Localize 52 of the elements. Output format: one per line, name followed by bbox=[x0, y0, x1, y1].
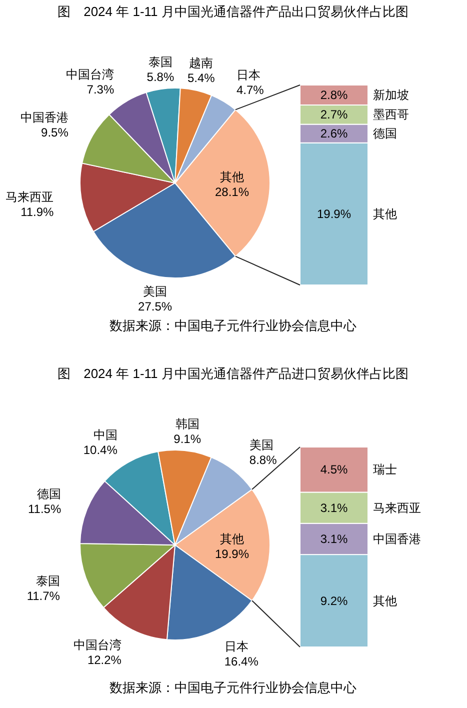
slice-label: 韩国 bbox=[175, 416, 200, 431]
data-label: 2.8% bbox=[320, 88, 348, 102]
slice-label: 泰国 bbox=[148, 54, 172, 69]
data-label: 5.4% bbox=[187, 71, 216, 86]
slice-label: 日本 bbox=[224, 640, 248, 654]
chart-title: 图 2024 年 1-11 月中国光通信器件产品进口贸易伙伴占比图 bbox=[58, 366, 408, 381]
data-label: 8.8% bbox=[249, 452, 278, 467]
series-label: 中国香港 bbox=[373, 532, 421, 546]
slice-label: 日本 bbox=[236, 68, 260, 82]
data-label: 7.3% bbox=[86, 82, 114, 97]
slice-label: 中国台湾 bbox=[66, 68, 114, 82]
series-label: 新加坡 bbox=[373, 88, 409, 102]
source-note: 数据来源：中国电子元件行业协会信息中心 bbox=[110, 318, 356, 333]
slice-label: 泰国 bbox=[36, 574, 60, 588]
data-label: 16.4% bbox=[224, 654, 259, 669]
slice-label: 中国台湾 bbox=[73, 638, 122, 652]
data-label: 12.2% bbox=[87, 652, 122, 667]
data-label: 11.7% bbox=[26, 589, 60, 604]
data-label: 10.4% bbox=[83, 443, 118, 458]
slice-label: 越南 bbox=[189, 56, 214, 70]
slice-label: 德国 bbox=[37, 486, 62, 501]
data-label: 27.5% bbox=[138, 300, 172, 314]
series-label: 瑞士 bbox=[373, 462, 397, 477]
slice-label: 中国 bbox=[93, 428, 118, 442]
data-label: 3.1% bbox=[320, 532, 348, 546]
series-label: 其他 bbox=[373, 594, 397, 608]
series-label: 其他 bbox=[373, 206, 397, 221]
slice-label: 马来西亚 bbox=[6, 190, 54, 204]
slice-label: 美国 bbox=[143, 284, 168, 299]
series-label: 马来西亚 bbox=[373, 500, 421, 515]
series-label: 墨西哥 bbox=[373, 108, 409, 122]
data-label: 11.5% bbox=[28, 502, 62, 516]
series-label: 德国 bbox=[373, 126, 397, 141]
data-label: 9.5% bbox=[41, 126, 69, 140]
data-label: 19.9% bbox=[316, 206, 352, 221]
slice-label: 中国香港 bbox=[20, 110, 68, 125]
data-label: 5.8% bbox=[146, 70, 174, 84]
slice-label: 其他 bbox=[220, 170, 244, 184]
source-note: 数据来源：中国电子元件行业协会信息中心 bbox=[110, 680, 356, 695]
data-label: 9.1% bbox=[174, 432, 202, 446]
data-label: 19.9% bbox=[214, 547, 250, 561]
chart-title: 图 2024 年 1-11 月中国光通信器件产品出口贸易伙伴占比图 bbox=[58, 4, 408, 19]
data-label: 3.1% bbox=[320, 500, 348, 515]
data-label: 11.9% bbox=[20, 204, 54, 219]
data-label: 4.5% bbox=[320, 462, 348, 477]
data-label: 28.1% bbox=[214, 185, 250, 199]
data-label: 2.7% bbox=[320, 108, 348, 122]
slice-label: 美国 bbox=[249, 438, 274, 452]
slice-label: 其他 bbox=[220, 532, 244, 546]
data-label: 2.6% bbox=[320, 126, 348, 141]
data-label: 4.7% bbox=[236, 82, 264, 97]
data-label: 9.2% bbox=[320, 594, 348, 608]
